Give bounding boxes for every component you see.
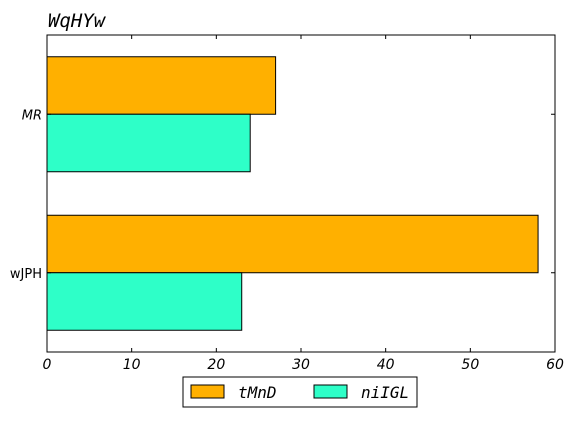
x-axis-ticks: 0 10 20 30 40 50 60 xyxy=(43,35,564,373)
x-tick-label-20: 20 xyxy=(207,357,225,373)
x-tick-label-30: 30 xyxy=(292,357,310,373)
bar-tmnd-wjph xyxy=(46,214,539,274)
bar-niigl-wjph xyxy=(46,272,243,331)
legend-swatch-tmnd xyxy=(190,384,225,399)
bar-tmnd-mr xyxy=(46,56,277,115)
legend: tMnD niIGL xyxy=(182,376,418,408)
category-label-mr: MR xyxy=(22,108,42,123)
legend-label-niigl: niIGL xyxy=(361,383,409,402)
chart-title: WqHYw xyxy=(48,10,107,32)
x-tick-label-50: 50 xyxy=(461,357,479,373)
x-tick-label-40: 40 xyxy=(377,357,395,373)
legend-swatch-niigl xyxy=(313,384,348,399)
bar-niigl-mr xyxy=(46,113,251,173)
category-labels: MR wJPH xyxy=(10,108,555,282)
x-tick-label-10: 10 xyxy=(123,357,141,373)
x-tick-label-0: 0 xyxy=(43,357,52,373)
x-tick-label-60: 60 xyxy=(546,357,564,373)
legend-label-tmnd: tMnD xyxy=(238,383,277,402)
category-label-wjph: wJPH xyxy=(10,267,42,282)
bars-group xyxy=(46,56,539,331)
